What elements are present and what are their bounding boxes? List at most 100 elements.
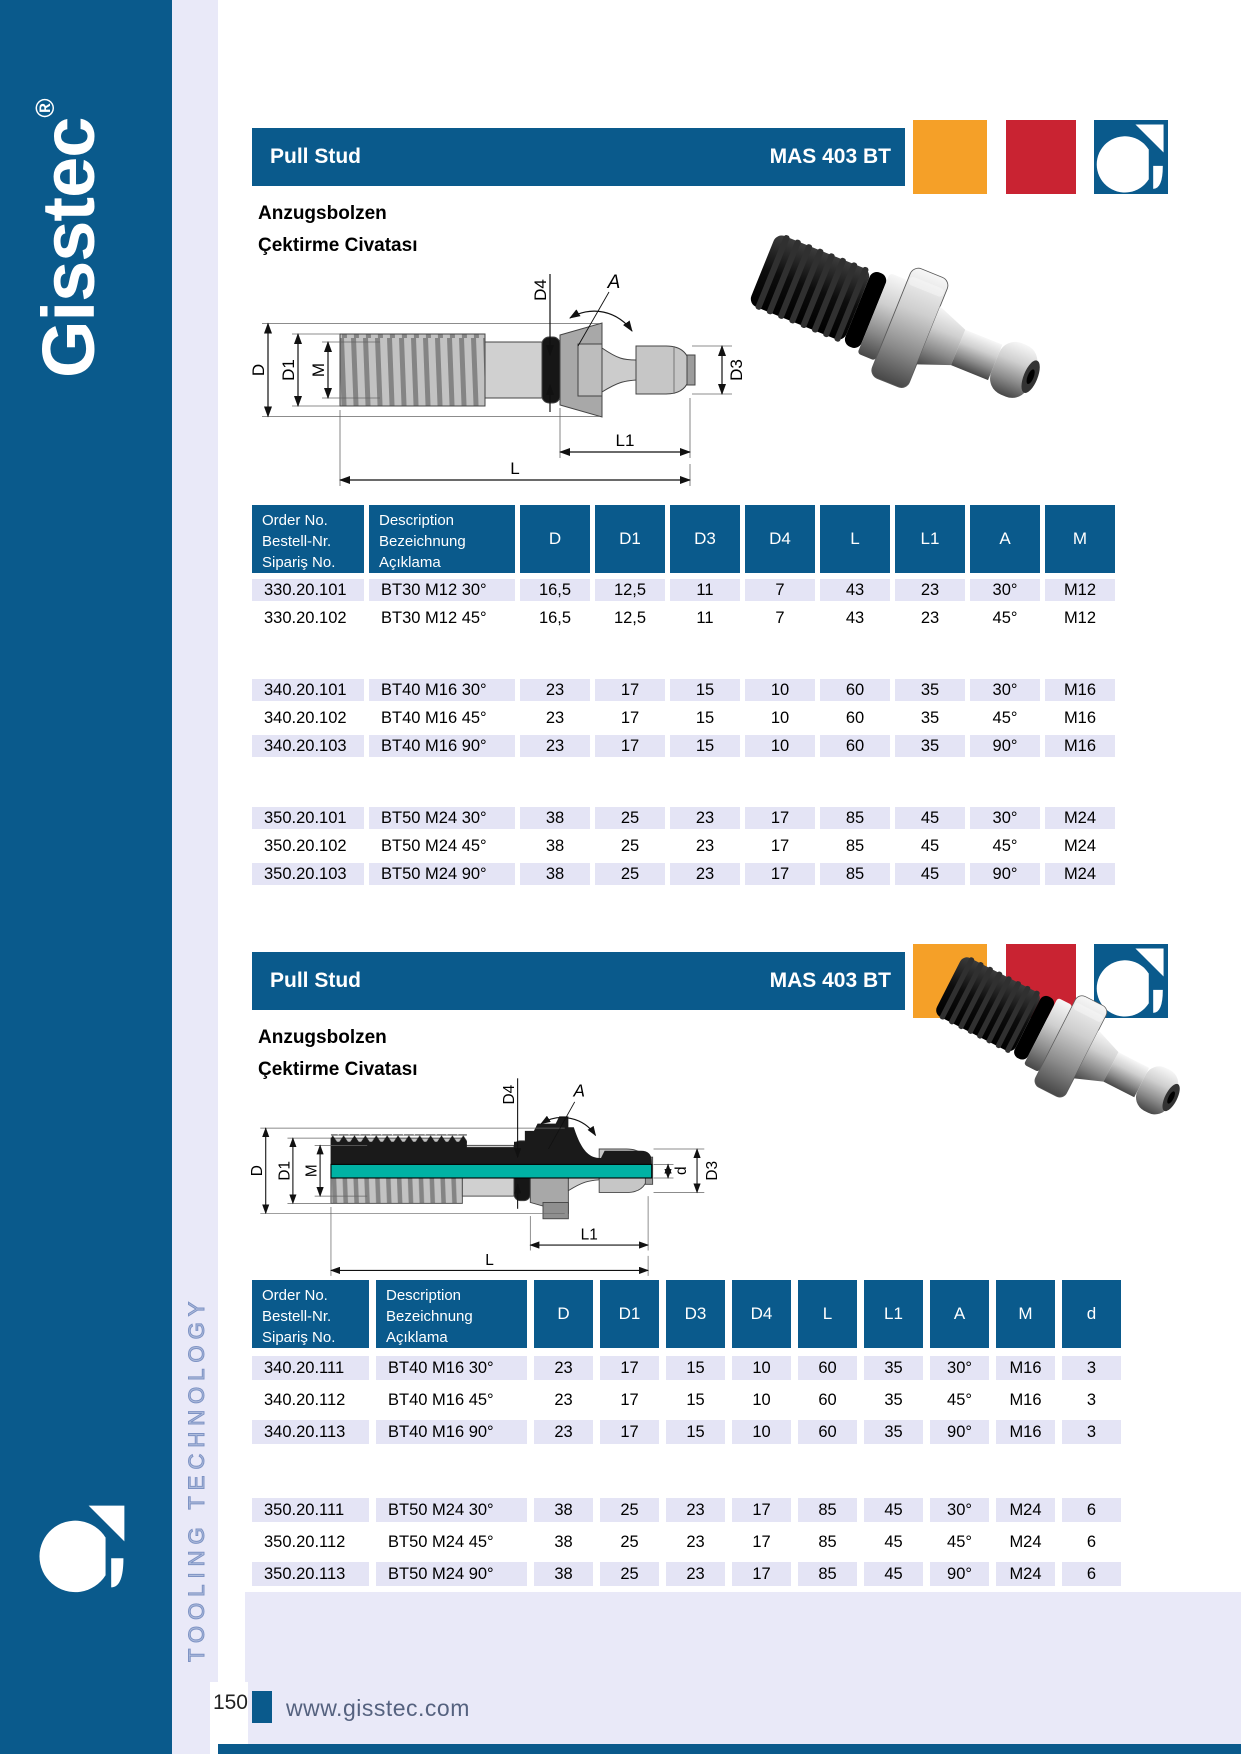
section1-header-bar: Pull Stud MAS 403 BT (252, 128, 905, 186)
order-number-cell: 350.20.111 (252, 1498, 369, 1522)
value-cell: 10 (752, 1390, 771, 1409)
dim-label-L1: L1 (616, 431, 635, 450)
dim-label-D: D (249, 1165, 266, 1176)
product-photo-2 (936, 957, 1180, 1115)
order-number-cell: 340.20.103 (252, 735, 364, 757)
value-cell: 11 (696, 608, 714, 627)
order-number-cell: 350.20.112 (264, 1532, 346, 1551)
section1-title: Pull Stud (270, 145, 361, 168)
value-cell: 60 (818, 1390, 837, 1409)
table-header-cell: D4 (745, 505, 815, 573)
value-cell: 15 (666, 1356, 725, 1380)
value-cell: 15 (670, 735, 740, 757)
dim-label-D4: D4 (501, 1084, 518, 1104)
value-cell: 17 (752, 1532, 771, 1551)
value-cell: 15 (670, 679, 740, 701)
order-number-cell: 340.20.111 (252, 1356, 369, 1380)
value-cell: 15 (686, 1390, 705, 1409)
table-header-cell: d (1062, 1280, 1121, 1348)
value-cell: 23 (666, 1562, 725, 1586)
table-header-cell: A (970, 505, 1040, 573)
value-cell: 38 (520, 807, 590, 829)
dim-label-D1: D1 (276, 1161, 293, 1181)
table-header-cell: A (930, 1280, 989, 1348)
description-cell: BT50 M24 30° (369, 807, 515, 829)
value-cell: 85 (798, 1498, 857, 1522)
spec-table-1: Order No. Bestell-Nr. Sipariş No. Descrip… (252, 505, 1115, 885)
value-cell: M24 (996, 1562, 1055, 1586)
value-cell: 45 (864, 1498, 923, 1522)
gisstec-logo-icon (1094, 944, 1168, 1018)
value-cell: 23 (520, 679, 590, 701)
website-link[interactable]: www.gisstec.com (286, 1695, 470, 1721)
value-cell: M16 (996, 1420, 1055, 1444)
value-cell: 10 (745, 735, 815, 757)
dimension-lines (262, 1078, 701, 1275)
value-cell: 6 (1062, 1498, 1121, 1522)
section2-standard: MAS 403 BT (769, 969, 891, 992)
value-cell: M16 (1009, 1390, 1042, 1409)
value-cell: 45° (992, 608, 1018, 627)
value-cell: 12,5 (595, 579, 665, 601)
value-cell: 38 (520, 863, 590, 885)
order-number-cell: 340.20.112 (264, 1390, 346, 1409)
sidebar (0, 0, 172, 1754)
value-cell: 17 (600, 1356, 659, 1380)
value-cell: 38 (534, 1498, 593, 1522)
value-cell: M16 (1045, 735, 1115, 757)
value-cell: 23 (545, 708, 565, 727)
dimension-labels: D D1 M D4 A D3 L1 L (249, 272, 746, 478)
value-cell: 30° (930, 1356, 989, 1380)
value-cell: M24 (1009, 1532, 1042, 1551)
value-cell: 35 (884, 1390, 903, 1409)
table-header-cell: M (1045, 505, 1115, 573)
value-cell: 25 (620, 836, 640, 855)
table-header-cell: M (996, 1280, 1055, 1348)
value-cell: 6 (1086, 1532, 1097, 1551)
value-cell: 23 (534, 1420, 593, 1444)
value-cell: M16 (1045, 679, 1115, 701)
page-number: 150 (210, 1682, 248, 1754)
red-square-icon (1006, 120, 1076, 194)
table-header-cell: Order No. Bestell-Nr. Sipariş No. (252, 505, 364, 573)
dim-label-L: L (485, 1252, 494, 1269)
value-cell: M12 (1063, 608, 1097, 627)
dim-label-L: L (510, 459, 519, 478)
description-cell: BT40 M16 45° (381, 708, 487, 727)
value-cell: 23 (686, 1532, 705, 1551)
description-cell: BT40 M16 45° (388, 1390, 494, 1409)
value-cell: 85 (845, 836, 865, 855)
table-group-gap (252, 1452, 1121, 1490)
table-header-cell: L (820, 505, 890, 573)
value-cell: 38 (545, 836, 565, 855)
value-cell: 35 (864, 1420, 923, 1444)
value-cell: M12 (1045, 579, 1115, 601)
value-cell: 7 (775, 608, 785, 627)
product-photo-1 (750, 235, 1040, 398)
value-cell: 35 (920, 708, 940, 727)
description-cell: BT50 M24 90° (369, 863, 515, 885)
value-cell: 90° (970, 735, 1040, 757)
value-cell: 15 (695, 708, 715, 727)
section2-subtitle-de: Anzugsbolzen (258, 1027, 387, 1048)
value-cell: 17 (745, 863, 815, 885)
dimension-lines (264, 274, 726, 484)
value-cell: 60 (845, 708, 865, 727)
table-group-gap (252, 763, 1115, 801)
value-cell: 85 (798, 1562, 857, 1586)
description-cell: BT40 M16 90° (369, 735, 515, 757)
value-cell: 17 (620, 708, 640, 727)
value-cell: 17 (732, 1562, 791, 1586)
value-cell: 43 (845, 608, 865, 627)
description-cell: BT50 M24 30° (376, 1498, 527, 1522)
section2-title: Pull Stud (270, 969, 361, 992)
value-cell: 25 (620, 1532, 639, 1551)
coolant-bore-stripe (330, 1163, 653, 1179)
value-cell: 3 (1062, 1356, 1121, 1380)
value-cell: 3 (1062, 1420, 1121, 1444)
orange-square-icon (913, 120, 987, 194)
value-cell: 90° (930, 1562, 989, 1586)
description-cell: BT50 M24 45° (381, 836, 487, 855)
value-cell: 60 (820, 735, 890, 757)
value-cell: 30° (970, 579, 1040, 601)
